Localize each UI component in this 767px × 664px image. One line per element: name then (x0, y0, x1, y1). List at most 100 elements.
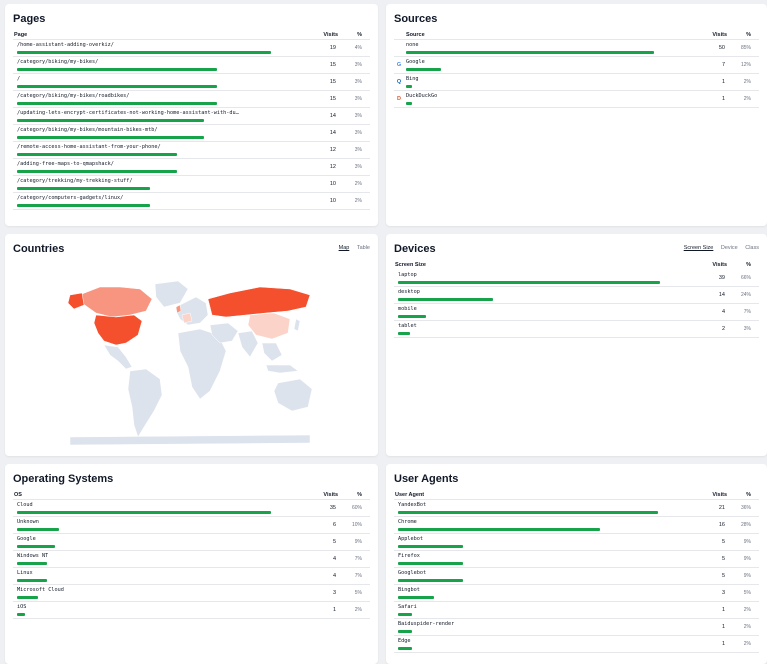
source-row-label[interactable]: none (406, 42, 419, 48)
page-row-bar (17, 51, 271, 54)
page-row-percent: 3% (354, 130, 362, 136)
sources-table: Source Visits % none 50 85% G Google 7 12% Q Bin… (394, 31, 759, 108)
column-header-os: OS (14, 492, 22, 498)
page-row-label[interactable]: /category/biking/my-bikes/ (17, 59, 99, 65)
column-header-page: Page (14, 32, 28, 38)
page-row-visits: 10 (329, 181, 336, 187)
user-agent-row-percent: 2% (743, 607, 751, 613)
user-agent-row-visits: 1 (721, 624, 725, 630)
user-agent-row-bar (398, 579, 463, 582)
map-country-japan (293, 318, 301, 332)
source-row-label[interactable]: Google (406, 59, 425, 65)
screen-size-row-percent: 3% (743, 326, 751, 332)
source-row-label[interactable]: DuckDuckGo (406, 93, 438, 99)
devices-title: Devices (394, 243, 436, 255)
tab-map[interactable]: Map (338, 245, 350, 251)
user-agent-row-label[interactable]: Chrome (398, 519, 417, 525)
screen-size-row: desktop 14 24% (394, 287, 759, 304)
screen-size-row-visits: 39 (718, 275, 725, 281)
page-row-label[interactable]: /adding-free-maps-to-qmapshack/ (17, 161, 114, 167)
page-row: /home-assistant-adding-overkiz/19 4% (13, 40, 370, 57)
map-country-india (237, 330, 259, 358)
os-row-label[interactable]: Linux (17, 570, 33, 576)
user-agent-row-label[interactable]: Firefox (398, 553, 420, 559)
map-country-china (247, 312, 291, 340)
source-row-label[interactable]: Bing (406, 76, 419, 82)
os-row-label[interactable]: Windows NT (17, 553, 49, 559)
os-row-label[interactable]: Cloud (17, 502, 33, 508)
os-row: Microsoft Cloud 3 5% (13, 585, 370, 602)
page-row: / 15 3% (13, 74, 370, 91)
tab-table[interactable]: Table (356, 245, 370, 251)
page-row-visits: 19 (329, 45, 336, 51)
os-row-percent: 2% (354, 607, 362, 613)
page-row-label[interactable]: / (17, 76, 21, 82)
column-header-percent: % (746, 492, 751, 498)
map-country-mexico (103, 344, 133, 370)
user-agent-row-label[interactable]: YandexBot (398, 502, 427, 508)
user-agent-row-visits: 1 (721, 607, 725, 613)
source-row-visits: 1 (721, 96, 725, 102)
map-country-alaska (67, 292, 85, 310)
user-agent-row-bar (398, 613, 413, 616)
user-agent-row-label[interactable]: Applebot (398, 536, 423, 542)
map-country-france (181, 312, 193, 324)
os-row-visits: 35 (329, 505, 336, 511)
user-agent-row-percent: 9% (743, 556, 751, 562)
user-agent-row-percent: 36% (740, 505, 751, 511)
os-table: OS Visits % Cloud 35 60% Unknown 6 10% Google 5… (13, 491, 370, 619)
user-agent-row-label[interactable]: Safari (398, 604, 417, 610)
page-row-label[interactable]: /category/trekking/my-trekking-stuff/ (17, 178, 133, 184)
page-row-visits: 15 (329, 79, 336, 85)
pages-table: Page Visits % /home-assistant-adding-ove… (13, 31, 370, 210)
page-row-label[interactable]: /home-assistant-adding-overkiz/ (17, 42, 114, 48)
page-row: /category/biking/my-bikes/roadbikes/15 3% (13, 91, 370, 108)
os-row-label[interactable]: iOS (17, 604, 27, 610)
user-agent-row: Edge 1 2% (394, 636, 759, 653)
devices-table-header: Screen Size Visits % (394, 261, 759, 270)
tab-screen-size[interactable]: Screen Size (683, 245, 714, 251)
column-header-source: Source (406, 32, 425, 38)
countries-view-tabs: Map Table (333, 245, 370, 251)
user-agent-row-label[interactable]: Baiduspider-render (398, 621, 455, 627)
source-row: Q Bing 1 2% (394, 74, 759, 91)
user-agent-row-label[interactable]: Bingbot (398, 587, 420, 593)
page-row-label[interactable]: /remote-access-home-assistant-from-your-… (17, 144, 161, 150)
tab-device[interactable]: Device (720, 245, 738, 251)
screen-size-row-label[interactable]: laptop (398, 272, 417, 278)
screen-size-row: tablet 2 3% (394, 321, 759, 338)
os-row-visits: 3 (332, 590, 336, 596)
user-agent-row-bar (398, 596, 435, 599)
os-row-percent: 7% (354, 573, 362, 579)
user-agents-table: User Agent Visits % YandexBot 21 36% Chrome… (394, 491, 759, 653)
page-row-label[interactable]: /category/biking/my-bikes/mountain-bikes… (17, 127, 158, 133)
user-agent-row-bar (398, 647, 413, 650)
page-row: /category/trekking/my-trekking-stuff/10 2… (13, 176, 370, 193)
map-country-australia (273, 378, 313, 412)
column-header-percent: % (357, 32, 362, 38)
page-row-label[interactable]: /category/computers-gadgets/linux/ (17, 195, 124, 201)
os-row: Cloud 35 60% (13, 500, 370, 517)
page-row-percent: 3% (354, 113, 362, 119)
page-row-visits: 10 (329, 198, 336, 204)
tab-class[interactable]: Class (745, 245, 759, 251)
user-agent-row-percent: 2% (743, 641, 751, 647)
user-agents-title: User Agents (394, 473, 459, 485)
screen-size-row-label[interactable]: tablet (398, 323, 417, 329)
os-row-label[interactable]: Unknown (17, 519, 39, 525)
page-row-label[interactable]: /category/biking/my-bikes/roadbikes/ (17, 93, 130, 99)
screen-size-row-label[interactable]: desktop (398, 289, 420, 295)
user-agents-card: User Agents User Agent Visits % YandexBo… (386, 464, 767, 664)
page-row-label[interactable]: /updating-lets-encrypt-certificates-not-… (17, 110, 239, 116)
os-row-label[interactable]: Google (17, 536, 36, 542)
map-country-indonesia (265, 364, 299, 374)
page-row-bar (17, 204, 151, 207)
page-row-percent: 3% (354, 147, 362, 153)
user-agent-row-label[interactable]: Googlebot (398, 570, 427, 576)
column-header-visits: Visits (712, 492, 727, 498)
user-agent-row-label[interactable]: Edge (398, 638, 411, 644)
sources-table-header: Source Visits % (394, 31, 759, 40)
os-row-label[interactable]: Microsoft Cloud (17, 587, 64, 593)
screen-size-row-label[interactable]: mobile (398, 306, 417, 312)
page-row-percent: 3% (354, 164, 362, 170)
